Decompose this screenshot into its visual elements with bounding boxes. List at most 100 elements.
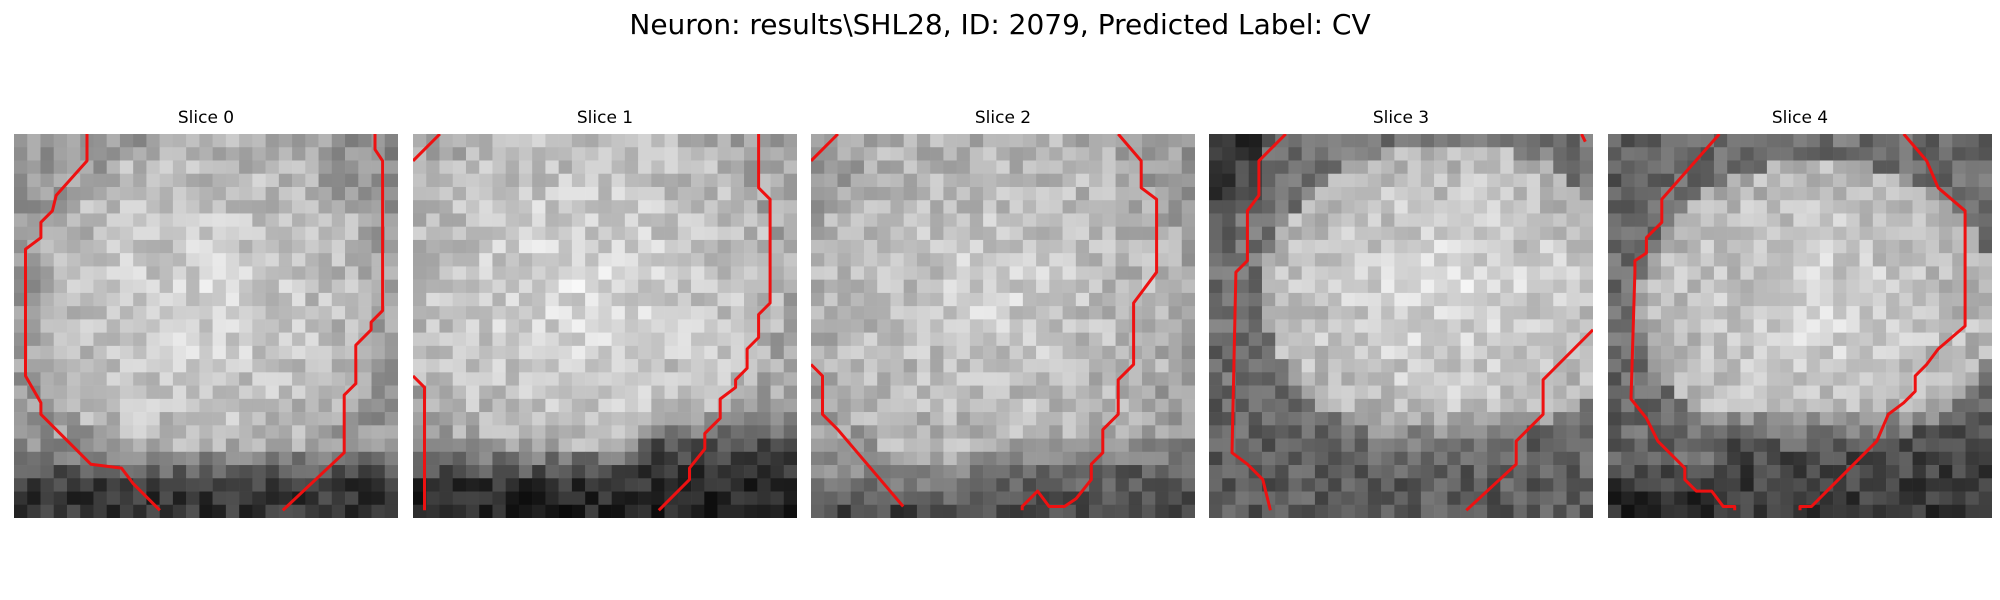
pixel-cell [1925, 385, 1940, 400]
pixel-cell [1872, 239, 1887, 254]
pixel-cell [1261, 266, 1276, 280]
pixel-cell [1248, 412, 1263, 426]
pixel-cell [1261, 319, 1276, 333]
pixel-cell [916, 438, 931, 453]
pixel-cell [119, 319, 134, 333]
pixel-cell [1209, 345, 1223, 360]
pixel-cell [119, 306, 134, 320]
pixel-cell [452, 306, 467, 320]
pixel-cell [1209, 372, 1223, 386]
pixel-cell [1713, 186, 1728, 201]
pixel-cell [518, 186, 533, 201]
pixel-cell [1275, 412, 1289, 426]
pixel-cell [969, 239, 984, 254]
pixel-cell [1753, 398, 1768, 413]
pixel-cell [106, 239, 121, 254]
pixel-cell [1314, 504, 1329, 518]
pixel-cell [479, 385, 493, 400]
pixel-cell [664, 438, 679, 453]
pixel-cell [1660, 319, 1675, 333]
pixel-cell [1978, 239, 1992, 254]
pixel-cell [384, 253, 398, 267]
pixel-cell [93, 345, 107, 360]
pixel-cell [1288, 478, 1302, 492]
pixel-cell [1062, 292, 1077, 307]
contour-line [1629, 134, 1737, 511]
pixel-cell [14, 438, 28, 453]
pixel-cell [730, 213, 745, 227]
pixel-cell [916, 451, 931, 466]
pixel-cell [1222, 292, 1236, 307]
pixel-cell [1407, 372, 1422, 386]
pixel-cell [1434, 478, 1448, 492]
pixel-cell [956, 491, 971, 506]
pixel-cell [611, 425, 626, 439]
pixel-cell [1102, 491, 1116, 506]
pixel-cell [1780, 359, 1794, 373]
pixel-cell [903, 213, 918, 227]
pixel-cell [1526, 279, 1541, 294]
pixel-cell [1674, 279, 1688, 294]
pixel-cell [492, 491, 506, 506]
pixel-cell [1168, 412, 1183, 426]
pixel-cell [1288, 213, 1302, 227]
pixel-cell [518, 385, 533, 400]
pixel-cell [863, 200, 878, 214]
pixel-cell [172, 465, 187, 479]
pixel-cell [146, 239, 160, 254]
pixel-cell [983, 332, 997, 347]
pixel-cell [677, 279, 692, 294]
pixel-cell [1952, 226, 1966, 241]
pixel-cell [1209, 173, 1223, 188]
pixel-cell [1142, 160, 1156, 175]
pixel-cell [983, 465, 997, 479]
pixel-cell [532, 306, 546, 320]
pixel-cell [1700, 332, 1715, 347]
pixel-cell [1036, 465, 1050, 479]
pixel-cell [146, 438, 160, 453]
pixel-cell [1420, 478, 1435, 492]
pixel-cell [1965, 226, 1980, 241]
pixel-cell [1634, 253, 1649, 267]
pixel-cell [384, 147, 398, 161]
pixel-cell [1621, 292, 1635, 307]
pixel-cell [93, 213, 107, 227]
pixel-cell [1899, 319, 1913, 333]
pixel-cell [1168, 398, 1183, 413]
pixel-cell [1621, 186, 1635, 201]
pixel-cell [824, 478, 838, 492]
pixel-cell [704, 226, 718, 241]
pixel-cell [1846, 372, 1860, 386]
pixel-cell [916, 134, 931, 148]
pixel-cell [159, 345, 174, 360]
pixel-cell [146, 345, 160, 360]
pixel-cell [916, 213, 931, 227]
pixel-cell [1022, 292, 1037, 307]
pixel-cell [1075, 319, 1090, 333]
pixel-cell [358, 398, 372, 413]
pixel-cell [465, 253, 480, 267]
pixel-cell [1793, 173, 1807, 188]
pixel-cell [611, 213, 626, 227]
pixel-cell [916, 491, 931, 506]
pixel-cell [172, 332, 187, 347]
pixel-cell [1513, 491, 1528, 506]
pixel-cell [1209, 425, 1223, 439]
pixel-cell [426, 266, 440, 280]
pixel-cell [1261, 359, 1276, 373]
pixel-cell [1939, 306, 1953, 320]
pixel-cell [119, 266, 134, 280]
pixel-cell [651, 147, 665, 161]
pixel-cell [66, 239, 81, 254]
pixel-cell [518, 451, 533, 466]
pixel-cell [146, 186, 160, 201]
pixel-cell [651, 319, 665, 333]
pixel-cell [1899, 451, 1913, 466]
pixel-cell [691, 226, 705, 241]
pixel-cell [1846, 306, 1860, 320]
pixel-cell [877, 147, 891, 161]
pixel-cell [783, 319, 797, 333]
pixel-cell [1780, 279, 1794, 294]
pixel-cell [172, 385, 187, 400]
pixel-cell [877, 200, 891, 214]
